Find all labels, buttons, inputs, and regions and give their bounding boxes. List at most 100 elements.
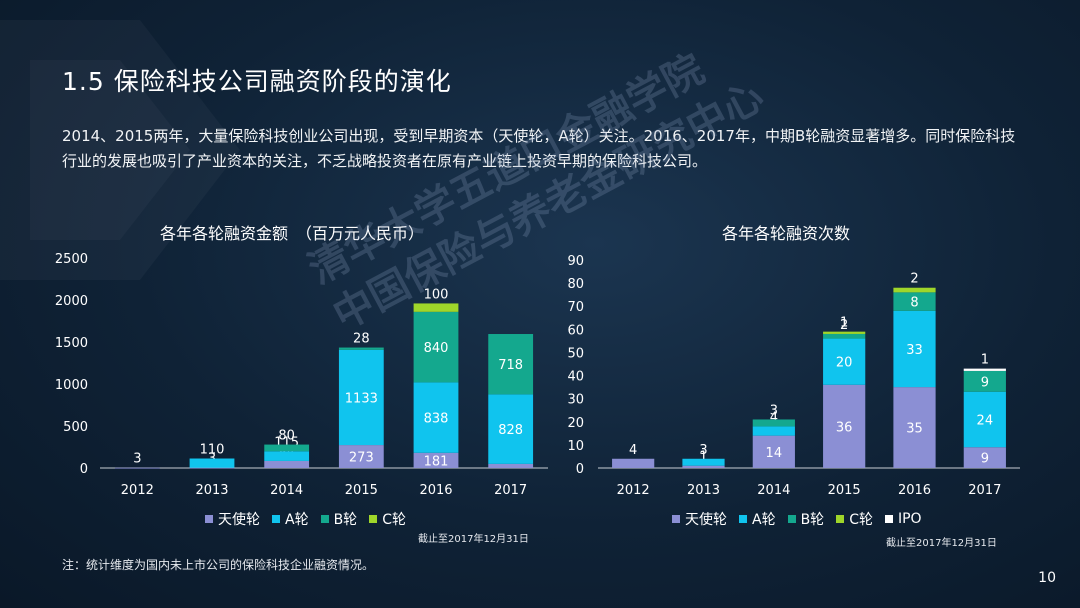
bar-segment-A轮 xyxy=(189,458,235,468)
y-tick-label: 10 xyxy=(567,439,584,454)
data-label: 2 xyxy=(910,272,918,287)
legend-label: A轮 xyxy=(752,512,776,528)
data-label: 14 xyxy=(766,446,783,461)
legend-item: B轮 xyxy=(787,509,824,529)
x-tick-label: 2017 xyxy=(968,483,1001,498)
chart2-cutoff-note: 截止至2017年12月31日 xyxy=(886,538,997,549)
bar-segment-A轮 xyxy=(752,426,795,436)
bar-segment-IPO xyxy=(963,368,1006,371)
data-label: 3 xyxy=(133,452,141,467)
chart1-cutoff-note: 截止至2017年12月31日 xyxy=(418,534,529,545)
bar-segment-天使轮 xyxy=(963,447,1006,468)
bar-segment-A轮 xyxy=(963,391,1006,448)
data-label: 181 xyxy=(424,454,449,469)
x-tick-label: 2015 xyxy=(345,483,378,498)
data-label: 840 xyxy=(424,341,449,356)
data-label: 1 xyxy=(699,450,707,465)
legend-label: B轮 xyxy=(333,512,358,528)
bar-segment-天使轮 xyxy=(189,467,235,469)
y-tick-label: 40 xyxy=(567,370,584,385)
chart1-legend: 天使轮 A轮 B轮 C轮 xyxy=(205,509,406,529)
y-tick-label: 1500 xyxy=(55,336,88,351)
legend-swatch xyxy=(672,515,680,523)
page-title: 1.5 保险科技公司融资阶段的演化 xyxy=(62,67,452,96)
x-tick-label: 2015 xyxy=(828,483,861,498)
legend-swatch xyxy=(884,515,893,523)
bar-segment-天使轮 xyxy=(893,387,936,468)
legend-label: C轮 xyxy=(382,512,406,528)
x-tick-label: 2013 xyxy=(195,483,228,498)
legend-item: 天使轮 xyxy=(205,509,260,529)
bar-segment-A轮 xyxy=(488,394,534,464)
bar-segment-天使轮 xyxy=(114,467,160,469)
chart2-title: 各年各轮融资次数 xyxy=(722,224,851,243)
data-label: 36 xyxy=(836,420,853,435)
legend-label: 天使轮 xyxy=(685,512,727,528)
x-tick-label: 2012 xyxy=(121,483,154,498)
x-tick-label: 2014 xyxy=(757,483,790,498)
legend-label: IPO xyxy=(897,511,922,527)
legend-swatch xyxy=(205,515,213,523)
data-label: 20 xyxy=(836,356,853,371)
y-tick-label: 2500 xyxy=(55,252,88,267)
y-tick-label: 30 xyxy=(567,393,584,408)
data-label: 4 xyxy=(770,410,778,425)
data-label: 2 xyxy=(840,318,848,333)
x-tick-label: 2012 xyxy=(617,483,650,498)
bar-segment-天使轮 xyxy=(413,452,459,468)
bar-segment-A轮 xyxy=(893,310,936,388)
data-label: 1133 xyxy=(345,391,378,406)
data-label: 3 xyxy=(699,443,707,458)
data-label: 1 xyxy=(840,316,848,331)
bar-segment-B轮 xyxy=(338,347,384,350)
bar-segment-B轮 xyxy=(488,334,534,395)
chart1-title: 各年各轮融资金额 （百万元人民币） xyxy=(160,224,425,243)
y-tick-label: 1000 xyxy=(55,378,88,393)
data-label: 273 xyxy=(349,451,374,466)
bar-segment-B轮 xyxy=(413,311,459,383)
bar-segment-天使轮 xyxy=(752,435,795,468)
bar-segment-C轮 xyxy=(413,303,459,312)
legend-swatch xyxy=(836,515,845,523)
x-tick-label: 2017 xyxy=(494,483,527,498)
legend-item: B轮 xyxy=(320,509,358,529)
bar-segment-A轮 xyxy=(823,338,866,385)
data-label: 80 xyxy=(278,429,295,444)
bar-segment-B轮 xyxy=(752,419,795,427)
bar-segment-C轮 xyxy=(823,331,866,334)
data-label: 4 xyxy=(629,443,637,458)
data-label: 28 xyxy=(353,332,370,347)
y-tick-label: 2000 xyxy=(55,294,88,309)
chart2-legend: 天使轮 A轮 B轮 C轮 IPO xyxy=(672,509,922,529)
data-label: 24 xyxy=(977,413,994,428)
y-tick-label: 90 xyxy=(567,254,584,269)
data-label: 838 xyxy=(424,412,449,427)
bar-segment-B轮 xyxy=(963,370,1006,392)
y-tick-label: 0 xyxy=(576,462,584,477)
page-number: 10 xyxy=(1038,570,1056,586)
data-label: 3 xyxy=(770,403,778,418)
y-tick-label: 20 xyxy=(567,416,584,431)
legend-swatch xyxy=(787,515,796,523)
bar-segment-A轮 xyxy=(338,349,384,446)
bar-segment-A轮 xyxy=(413,382,459,453)
legend-swatch xyxy=(320,515,329,523)
amount-chart: 0500100015002000250020123201331102014841… xyxy=(55,252,548,498)
legend-label: A轮 xyxy=(285,512,309,528)
legend-item: 天使轮 xyxy=(672,509,727,529)
legend-item: A轮 xyxy=(272,509,309,529)
data-label: 110 xyxy=(200,443,225,458)
count-chart: 0102030405060708090201242013132014144320… xyxy=(567,254,1020,498)
data-label: 100 xyxy=(424,287,449,302)
bar-segment-B轮 xyxy=(893,292,936,311)
legend-swatch xyxy=(272,515,280,523)
y-tick-label: 60 xyxy=(567,323,584,338)
x-tick-label: 2016 xyxy=(419,483,452,498)
legend-label: 天使轮 xyxy=(218,512,260,528)
bar-segment-天使轮 xyxy=(488,463,534,468)
data-label: 33 xyxy=(906,343,923,358)
y-tick-label: 80 xyxy=(567,277,584,292)
y-tick-label: 0 xyxy=(80,462,88,477)
x-tick-label: 2016 xyxy=(898,483,931,498)
intro-paragraph: 2014、2015两年，大量保险科技创业公司出现，受到早期资本（天使轮，A轮）关… xyxy=(62,127,1016,170)
